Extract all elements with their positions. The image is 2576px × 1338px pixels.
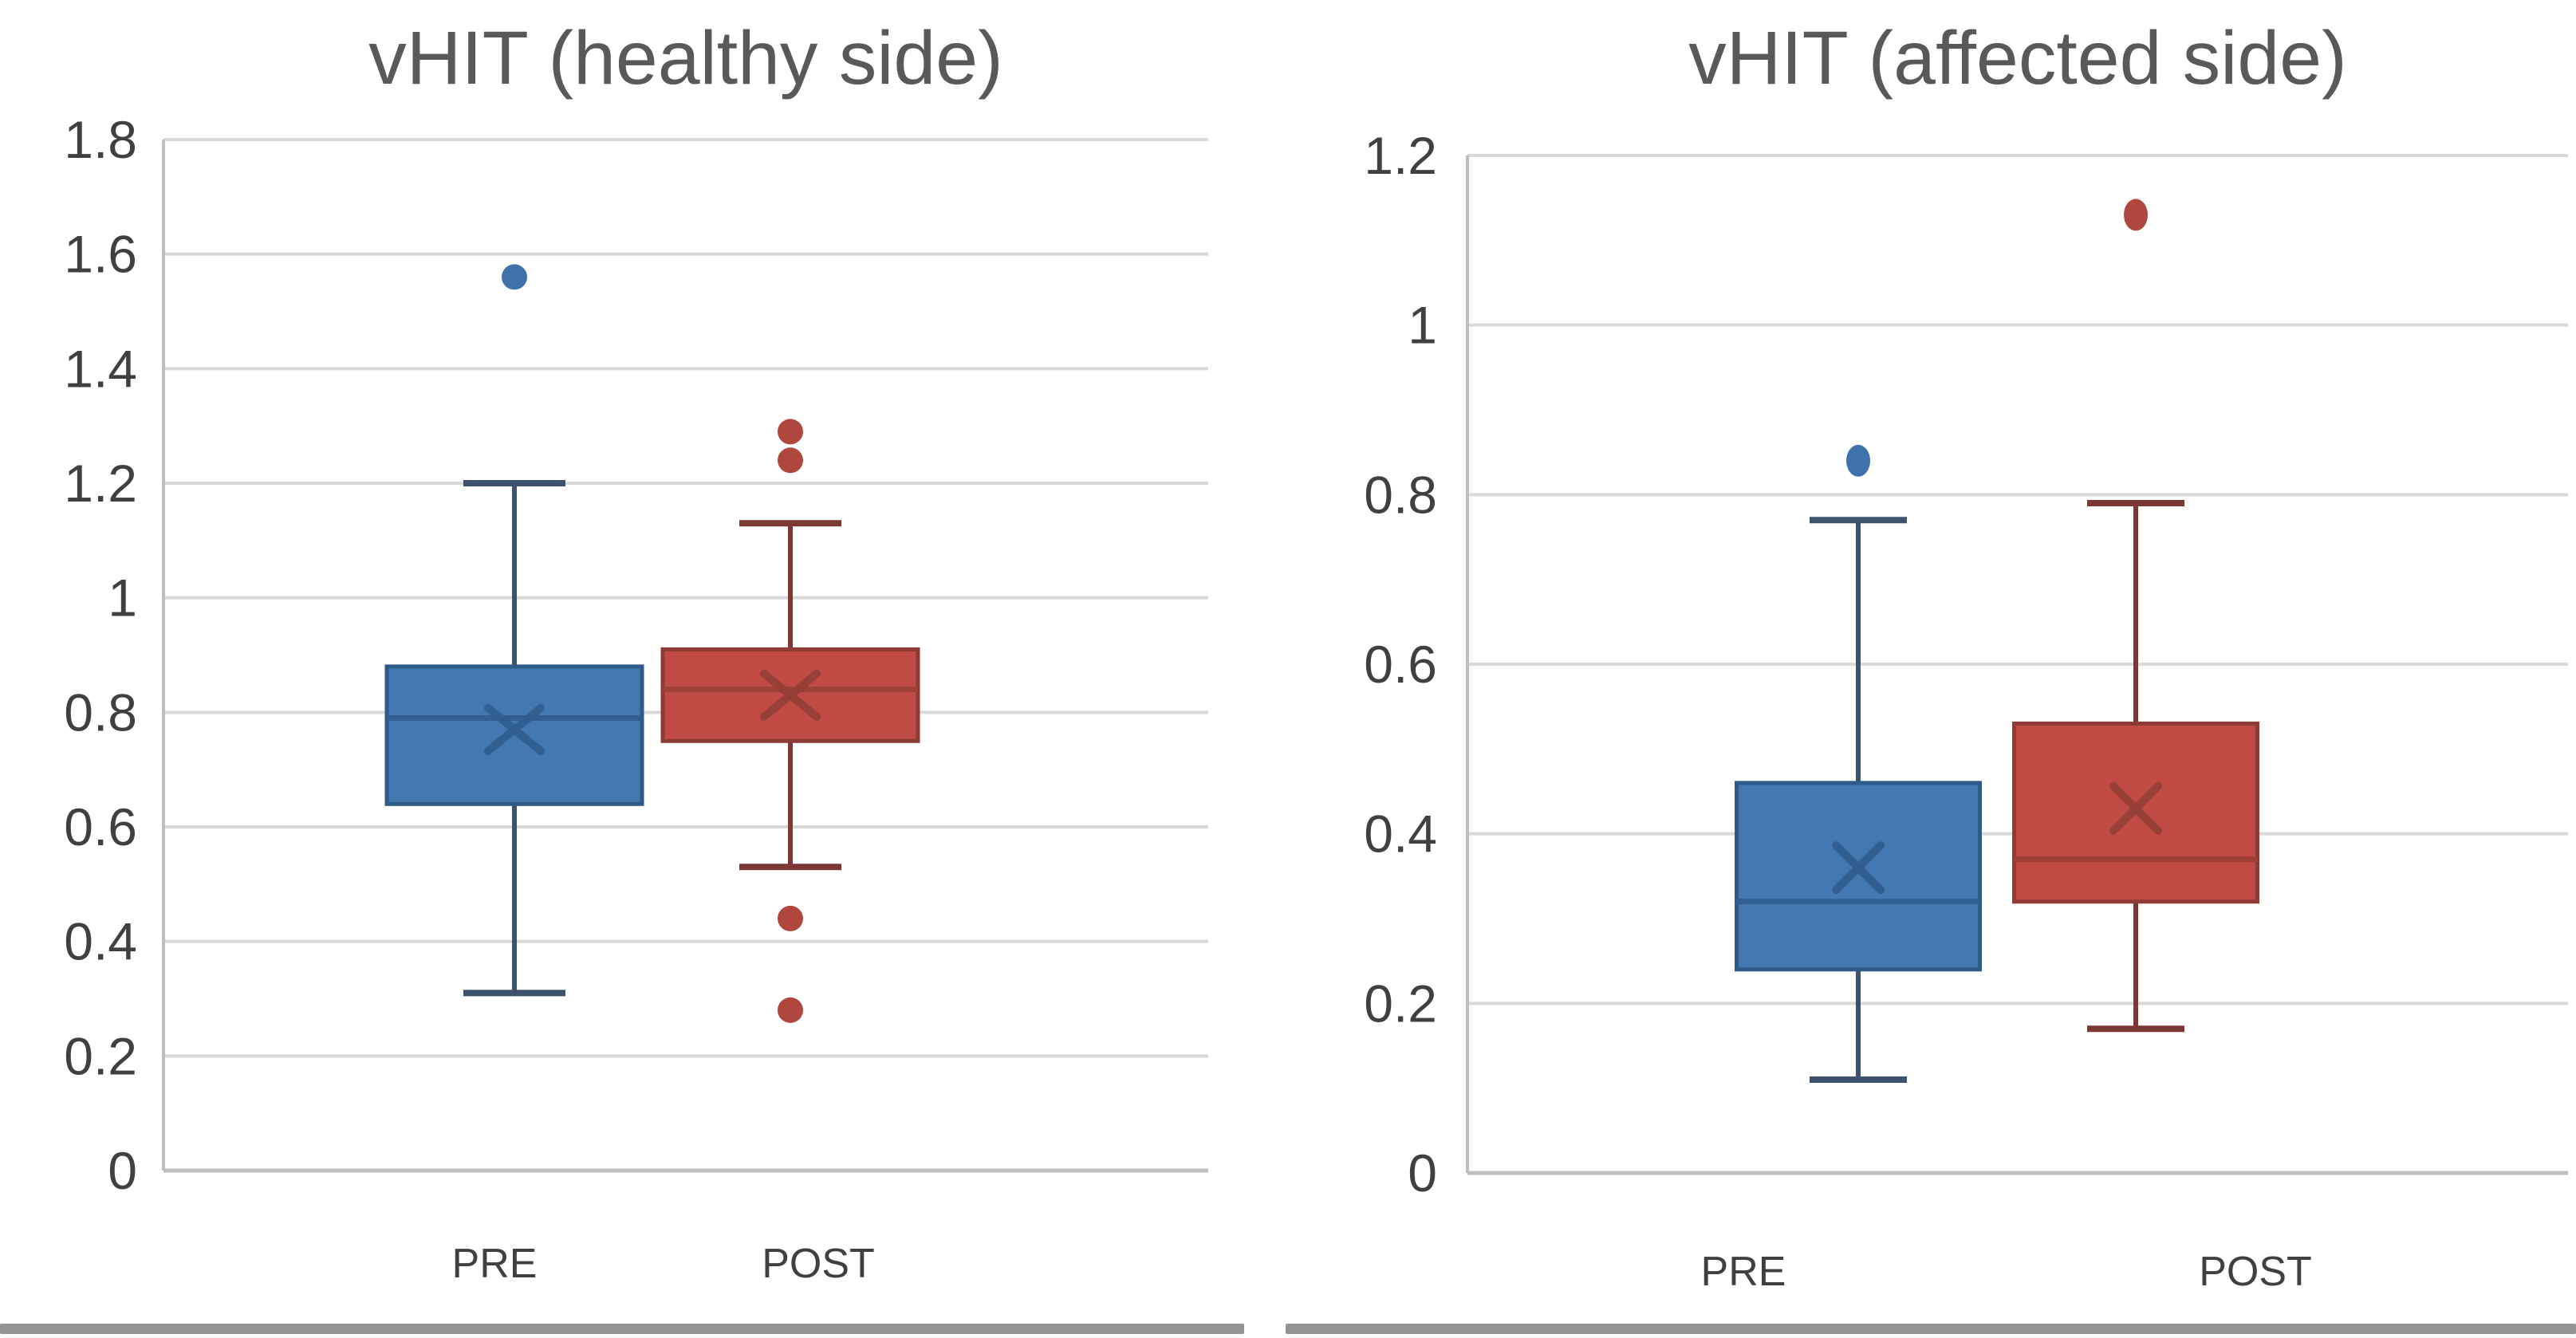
bottom-crop-bar [1286,1324,2576,1334]
y-axis-tick-label: 1.4 [64,339,137,398]
category-label-post: POST [762,1241,875,1287]
y-axis-tick-label: 0.8 [1364,465,1437,524]
y-axis-tick-label: 0.6 [1364,635,1437,694]
category-label-pre: PRE [452,1241,538,1287]
mean-x-marker-affected-post [2109,781,2162,835]
iqr-box-healthy-pre [384,664,644,806]
chart-title-healthy-side: vHIT (healthy side) [368,16,1003,100]
outlier-point-healthy-pre [502,264,527,290]
outlier-point-healthy-post [778,905,803,931]
y-axis-tick-label: 1.6 [64,225,137,284]
y-axis-tick-label: 1.2 [64,454,137,513]
outlier-point-healthy-post [778,997,803,1023]
outlier-point-healthy-post [778,447,803,474]
category-label-pre: PRE [1701,1249,1786,1295]
outlier-point-affected-post [2124,199,2148,231]
y-axis-tick-label: 0.2 [1364,974,1437,1033]
y-axis-tick-label: 0.4 [64,912,137,971]
y-axis-tick-label: 0.6 [64,797,137,856]
outlier-point-affected-pre [1846,444,1870,477]
y-axis-tick-label: 0 [1408,1143,1437,1202]
y-axis-tick-label: 0.2 [64,1026,137,1085]
outlier-point-healthy-post [778,419,803,445]
mean-x-marker-healthy-post [760,669,821,721]
y-axis-tick-label: 1.8 [64,110,137,169]
mean-x-marker-healthy-pre [484,703,545,755]
y-axis-tick-label: 1 [1408,296,1437,355]
y-axis-tick-label: 0.8 [64,683,137,742]
chart-title-affected-side: vHIT (affected side) [1688,16,2347,100]
iqr-box-affected-pre [1735,781,1982,972]
y-axis-tick-label: 0.4 [1364,805,1437,864]
mean-x-marker-affected-pre [1832,841,1885,895]
y-axis-tick-label: 0 [108,1141,137,1200]
y-axis-tick-label: 1 [108,569,137,628]
y-axis-tick-label: 1.2 [1364,126,1437,185]
bottom-crop-bar [0,1324,1244,1334]
category-label-post: POST [2199,1249,2312,1295]
